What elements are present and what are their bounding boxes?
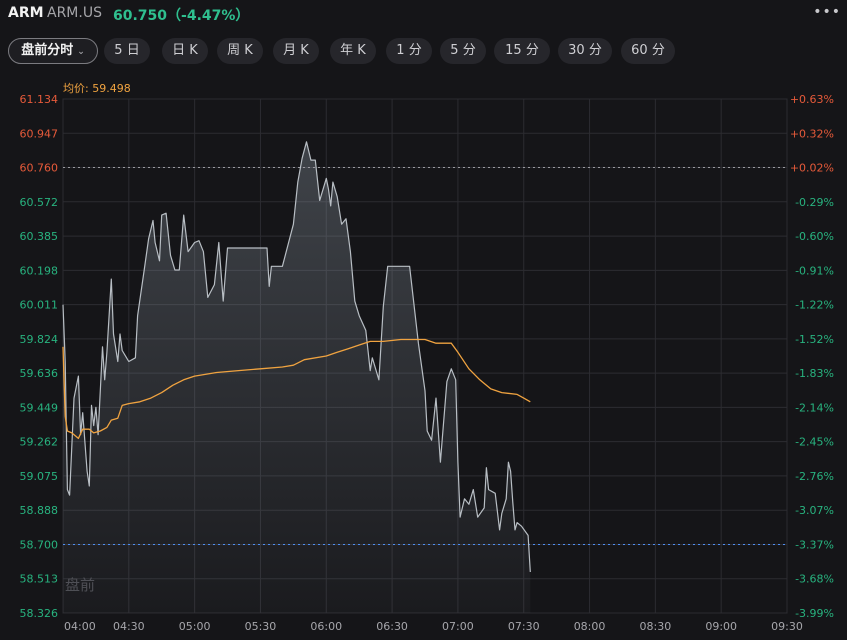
tab-5[interactable]: 年 K [330,38,376,64]
y-tick-label: 60.760 [20,162,59,175]
tab-2[interactable]: 日 K [162,38,208,64]
y-tick-label: 60.011 [20,299,59,312]
y-right-tick-label: -3.68% [795,573,834,586]
tab-10[interactable]: 60 分 [621,38,675,64]
stock-symbol: ARM [8,5,44,21]
tab-4[interactable]: 月 K [273,38,319,64]
y-right-tick-label: -2.45% [795,436,834,449]
tab-label: 盘前分时 [21,43,74,58]
tab-label: 30 分 [568,43,602,58]
x-tick-label: 04:30 [113,620,145,633]
y-tick-label: 59.824 [20,333,59,346]
tab-label: 1 分 [396,43,422,58]
x-tick-label: 07:00 [442,620,474,633]
y-tick-label: 59.262 [20,436,59,449]
tab-label: 年 K [340,43,366,58]
price-series-line [62,141,531,573]
x-tick-label: 05:30 [245,620,277,633]
y-tick-label: 58.888 [20,504,59,517]
y-tick-label: 61.134 [20,93,59,106]
chevron-down-icon: ⌄ [77,47,85,57]
y-right-tick-label: -1.52% [795,333,834,346]
y-right-tick-label: -2.14% [795,401,834,414]
x-tick-label: 06:00 [310,620,342,633]
tab-label: 15 分 [505,43,539,58]
y-right-tick-label: -0.91% [795,264,834,277]
x-tick-label: 06:30 [376,620,408,633]
y-right-tick-label: -2.76% [795,470,834,483]
y-right-tick-label: -1.83% [795,367,834,380]
x-tick-label: 09:00 [705,620,737,633]
average-series-line [62,338,531,440]
y-right-tick-label: +0.02% [790,162,834,175]
y-tick-label: 58.326 [20,607,59,620]
y-tick-label: 59.636 [20,367,59,380]
y-right-tick-label: -3.99% [795,607,834,620]
x-tick-label: 08:30 [640,620,672,633]
y-right-tick-label: -1.22% [795,299,834,312]
more-dots-icon[interactable]: ••• [813,4,841,20]
y-right-tick-label: -3.37% [795,538,834,551]
y-tick-label: 58.700 [20,538,59,551]
y-right-tick-label: -0.60% [795,230,834,243]
y-tick-label: 59.449 [20,401,59,414]
tab-0[interactable]: 盘前分时 ⌄ [8,38,98,64]
y-right-tick-label: +0.63% [790,93,834,106]
y-tick-label: 60.385 [20,230,59,243]
tab-label: 周 K [227,43,253,58]
stock-code: ARM.US [47,5,102,21]
average-price-label: 均价: 59.498 [63,82,131,95]
y-tick-label: 60.198 [20,264,59,277]
y-tick-label: 58.513 [20,573,59,586]
tab-6[interactable]: 1 分 [386,38,432,64]
header: ARM ARM.US 60.750（-4.47%） ••• [0,0,847,28]
y-right-tick-label: +0.32% [790,127,834,140]
tab-label: 60 分 [631,43,665,58]
y-right-tick-label: -0.29% [795,196,834,209]
tab-label: 日 K [172,43,198,58]
tab-label: 5 日 [114,43,140,58]
chart-period-tabs: 盘前分时 ⌄ 5 日 日 K 周 K 月 K 年 K 1 分 5 分 15 分 30 分 60 分 [0,38,847,66]
y-tick-label: 59.075 [20,470,59,483]
y-tick-label: 60.947 [20,127,59,140]
tab-9[interactable]: 30 分 [558,38,612,64]
tab-1[interactable]: 5 日 [104,38,150,64]
y-tick-label: 60.572 [20,196,59,209]
tab-7[interactable]: 5 分 [440,38,486,64]
x-tick-label: 04:00 [64,620,96,633]
x-tick-label: 05:00 [179,620,211,633]
x-tick-label: 09:30 [771,620,803,633]
tab-label: 5 分 [450,43,476,58]
price-area [63,141,531,614]
x-tick-label: 08:00 [574,620,606,633]
tab-label: 月 K [283,43,309,58]
price-change: 60.750（-4.47%） [113,8,250,24]
y-right-tick-label: -3.07% [795,504,834,517]
tab-8[interactable]: 15 分 [494,38,550,64]
tab-3[interactable]: 周 K [217,38,263,64]
x-tick-label: 07:30 [508,620,540,633]
